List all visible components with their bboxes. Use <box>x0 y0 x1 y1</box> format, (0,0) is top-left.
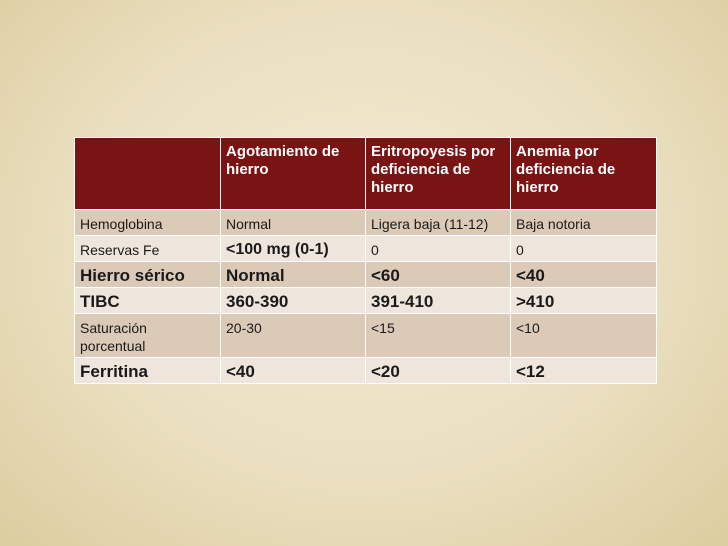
table-cell: Ligera baja (11-12) <box>365 209 511 236</box>
iron-deficiency-table: Agotamiento de hierro Eritropoyesis por … <box>74 137 657 384</box>
table-cell: 0 <box>510 235 657 262</box>
table-row-ferritina: Ferritina <40 <20 <12 <box>74 357 657 384</box>
table-cell: Hemoglobina <box>74 209 221 236</box>
table-cell: <20 <box>365 357 511 384</box>
table-cell: <15 <box>365 313 511 358</box>
table-row-tibc: TIBC 360-390 391-410 >410 <box>74 287 657 314</box>
table-cell: Hierro sérico <box>74 261 221 288</box>
table-cell: Normal <box>220 209 366 236</box>
table-cell: 391-410 <box>365 287 511 314</box>
table-header-row: Agotamiento de hierro Eritropoyesis por … <box>74 137 657 210</box>
table-row-hierro-serico: Hierro sérico Normal <60 <40 <box>74 261 657 288</box>
table-cell: <12 <box>510 357 657 384</box>
table-row-hemoglobina: Hemoglobina Normal Ligera baja (11-12) B… <box>74 209 657 236</box>
table-cell: 20-30 <box>220 313 366 358</box>
header-cell-anemia: Anemia por deficiencia de hierro <box>510 137 657 210</box>
table-cell: >410 <box>510 287 657 314</box>
table-cell: <60 <box>365 261 511 288</box>
table-row-reservas-fe: Reservas Fe <100 mg (0-1) 0 0 <box>74 235 657 262</box>
table-cell: <40 <box>510 261 657 288</box>
table-cell: Normal <box>220 261 366 288</box>
table-cell: 0 <box>365 235 511 262</box>
table-cell: <40 <box>220 357 366 384</box>
header-cell-agotamiento: Agotamiento de hierro <box>220 137 366 210</box>
table-cell: <100 mg (0-1) <box>220 235 366 262</box>
table-cell: Baja notoria <box>510 209 657 236</box>
table-cell: Saturación porcentual <box>74 313 221 358</box>
header-cell-empty <box>74 137 221 210</box>
table-cell: 360-390 <box>220 287 366 314</box>
table-cell: Ferritina <box>74 357 221 384</box>
table-cell: TIBC <box>74 287 221 314</box>
table-cell: <10 <box>510 313 657 358</box>
table-row-saturacion: Saturación porcentual 20-30 <15 <10 <box>74 313 657 358</box>
header-cell-eritropoyesis: Eritropoyesis por deficiencia de hierro <box>365 137 511 210</box>
table-cell: Reservas Fe <box>74 235 221 262</box>
